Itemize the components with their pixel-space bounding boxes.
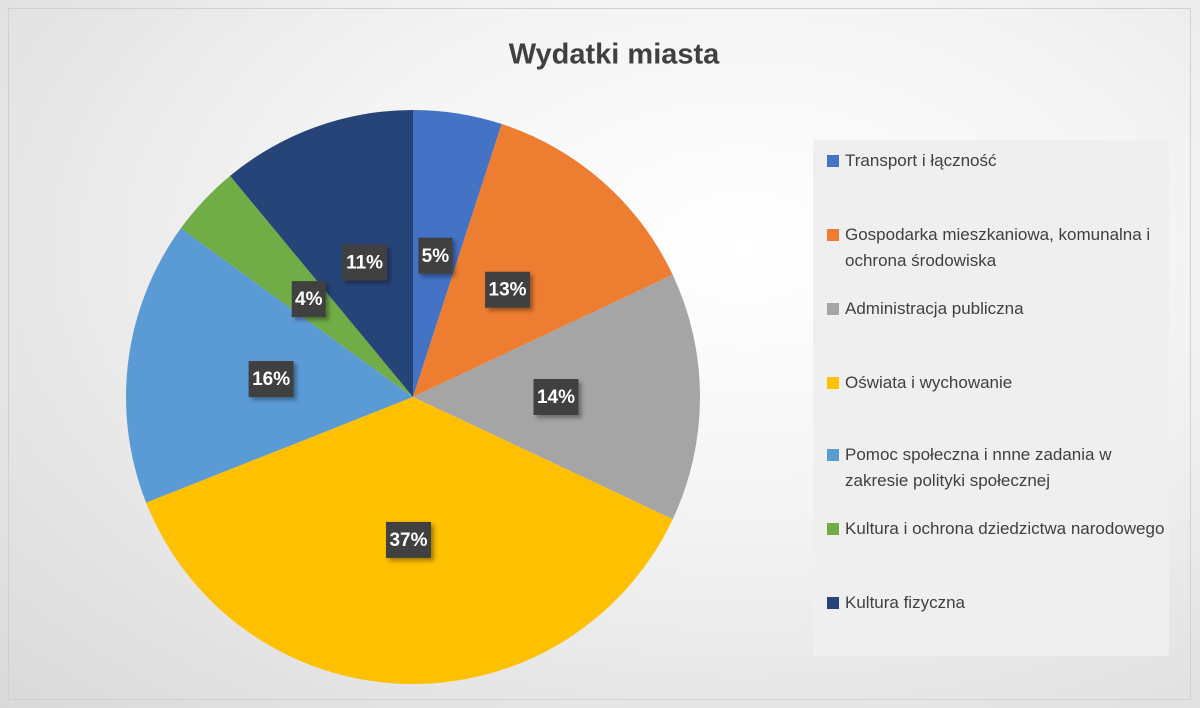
- legend-swatch: [827, 303, 839, 315]
- pie-slice: [230, 110, 413, 397]
- chart-title: Wydatki miasta: [509, 39, 720, 71]
- data-label-box: [248, 361, 294, 398]
- legend-label: Kultura i ochrona dziedzictwa narodowego: [845, 519, 1165, 538]
- legend-label: Kultura fizyczna: [845, 593, 965, 612]
- legend-label: Gospodarka mieszkaniowa, komunalna i och…: [845, 225, 1151, 270]
- legend-item: Kultura fizyczna: [827, 590, 1175, 616]
- data-label: 14%: [533, 379, 579, 415]
- data-label-box: [342, 244, 388, 281]
- data-label-text: 4%: [295, 289, 323, 310]
- legend-swatch: [827, 597, 839, 609]
- legend: Transport i łączność Gospodarka mieszkani…: [813, 140, 1169, 656]
- legend-label: Oświata i wychowanie: [845, 373, 1013, 392]
- legend-item: Pomoc społeczna i nnne zadania w zakresi…: [827, 442, 1175, 494]
- data-label: 11%: [342, 244, 388, 281]
- legend-swatch: [827, 155, 839, 167]
- pie-slice: [413, 110, 502, 397]
- data-label: 13%: [485, 271, 531, 308]
- legend-swatch: [827, 449, 839, 461]
- legend-swatch: [827, 523, 839, 535]
- data-label-box: [533, 379, 579, 415]
- legend-label: Administracja publiczna: [845, 299, 1024, 318]
- data-label-text: 37%: [389, 530, 427, 551]
- data-label-text: 5%: [422, 246, 450, 267]
- legend-swatch: [827, 377, 839, 389]
- legend-item: Transport i łączność: [827, 148, 1175, 174]
- data-label: 37%: [386, 521, 432, 558]
- data-label-text: 13%: [489, 280, 527, 301]
- chart-frame: [8, 8, 1191, 700]
- pie-slice: [413, 124, 673, 397]
- legend-item: Gospodarka mieszkaniowa, komunalna i och…: [827, 222, 1175, 274]
- data-label: 4%: [291, 281, 326, 318]
- data-label-text: 11%: [346, 252, 383, 273]
- legend-swatch: [827, 229, 839, 241]
- legend-label: Transport i łączność: [845, 151, 997, 170]
- legend-label: Pomoc społeczna i nnne zadania w zakresi…: [845, 445, 1112, 490]
- data-label-box: [291, 281, 326, 318]
- legend-item: Kultura i ochrona dziedzictwa narodowego: [827, 516, 1175, 542]
- data-label-box: [386, 521, 432, 558]
- data-label-text: 16%: [252, 369, 290, 390]
- legend-item: Oświata i wychowanie: [827, 370, 1175, 396]
- data-label: 16%: [248, 361, 294, 398]
- data-label-box: [418, 237, 453, 274]
- data-label-box: [485, 271, 531, 308]
- data-label: 5%: [418, 237, 453, 274]
- data-label-text: 14%: [537, 387, 575, 408]
- legend-item: Administracja publiczna: [827, 296, 1175, 322]
